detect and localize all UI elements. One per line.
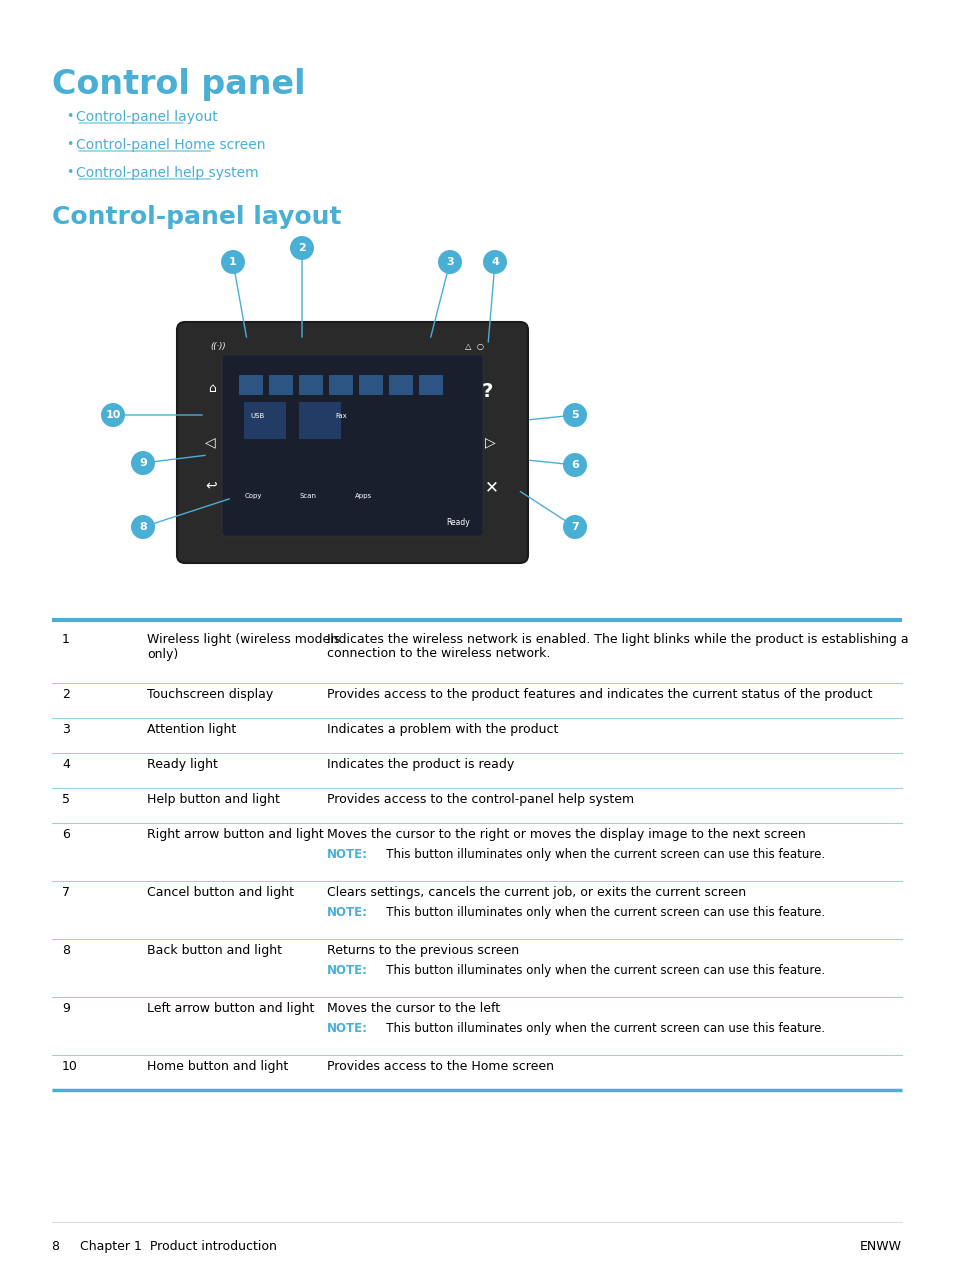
Text: Provides access to the Home screen: Provides access to the Home screen [327,1060,554,1073]
Text: Back button and light: Back button and light [147,944,282,958]
FancyBboxPatch shape [329,375,353,395]
Text: Moves the cursor to the left: Moves the cursor to the left [327,1002,499,1015]
Text: NOTE:: NOTE: [327,964,368,977]
Text: 8: 8 [62,944,70,958]
Text: Ready: Ready [446,518,470,527]
Text: USB: USB [250,413,264,419]
Text: This button illuminates only when the current screen can use this feature.: This button illuminates only when the cu… [375,906,824,919]
Text: •: • [66,166,73,179]
Text: 1: 1 [62,632,70,646]
FancyBboxPatch shape [298,375,323,395]
Text: This button illuminates only when the current screen can use this feature.: This button illuminates only when the cu… [375,964,824,977]
Circle shape [437,250,461,274]
Text: Cancel button and light: Cancel button and light [147,886,294,899]
Circle shape [131,451,154,475]
Text: Touchscreen display: Touchscreen display [147,688,273,701]
Text: Ready light: Ready light [147,758,217,771]
Text: 7: 7 [571,522,578,532]
Text: Indicates the product is ready: Indicates the product is ready [327,758,514,771]
Circle shape [562,403,586,427]
Text: •: • [66,138,73,151]
Text: Scan: Scan [299,493,316,499]
Text: Attention light: Attention light [147,723,236,737]
Text: Provides access to the product features and indicates the current status of the : Provides access to the product features … [327,688,872,701]
Text: ◁: ◁ [205,436,215,450]
Text: NOTE:: NOTE: [327,1022,368,1035]
Circle shape [101,403,125,427]
Text: 5: 5 [62,792,70,806]
Text: 4: 4 [62,758,70,771]
FancyBboxPatch shape [269,375,293,395]
Text: ENWW: ENWW [859,1240,901,1253]
Text: ⌂: ⌂ [208,382,215,395]
Text: 9: 9 [139,458,147,469]
Circle shape [290,236,314,260]
Text: 10: 10 [105,410,121,420]
FancyBboxPatch shape [418,375,442,395]
Text: Returns to the previous screen: Returns to the previous screen [327,944,518,958]
FancyBboxPatch shape [358,375,382,395]
Text: Fax: Fax [335,413,346,419]
FancyBboxPatch shape [298,403,340,439]
Text: 2: 2 [62,688,70,701]
Text: Moves the cursor to the right or moves the display image to the next screen: Moves the cursor to the right or moves t… [327,828,805,841]
Text: △  ○: △ ○ [464,342,483,351]
Circle shape [562,453,586,478]
FancyBboxPatch shape [222,356,482,536]
Text: 6: 6 [571,460,578,470]
Text: 1: 1 [229,257,236,267]
Text: Control-panel Home screen: Control-panel Home screen [76,138,265,152]
Text: Clears settings, cancels the current job, or exits the current screen: Clears settings, cancels the current job… [327,886,745,899]
Text: 8: 8 [139,522,147,532]
Text: Indicates a problem with the product: Indicates a problem with the product [327,723,558,737]
Text: Copy: Copy [245,493,262,499]
Text: 8     Chapter 1  Product introduction: 8 Chapter 1 Product introduction [52,1240,276,1253]
Text: Control-panel layout: Control-panel layout [76,110,217,124]
Text: ▷: ▷ [484,436,496,450]
Text: •: • [66,110,73,123]
Text: 3: 3 [62,723,70,737]
FancyBboxPatch shape [177,323,527,563]
Text: Apps: Apps [355,493,372,499]
Text: Control-panel help system: Control-panel help system [76,166,258,180]
Text: ↩: ↩ [205,478,216,491]
Text: Help button and light: Help button and light [147,792,279,806]
Text: Indicates the wireless network is enabled. The light blinks while the product is: Indicates the wireless network is enable… [327,632,907,646]
Text: 2: 2 [297,243,306,253]
FancyBboxPatch shape [389,375,413,395]
Text: 4: 4 [491,257,498,267]
Text: Left arrow button and light: Left arrow button and light [147,1002,314,1015]
Text: Control-panel layout: Control-panel layout [52,204,341,229]
Circle shape [482,250,506,274]
Text: NOTE:: NOTE: [327,906,368,919]
Text: Home button and light: Home button and light [147,1060,288,1073]
Text: 9: 9 [62,1002,70,1015]
Text: Right arrow button and light: Right arrow button and light [147,828,323,841]
FancyBboxPatch shape [244,403,286,439]
Text: NOTE:: NOTE: [327,848,368,861]
Text: 6: 6 [62,828,70,841]
Text: ((·)): ((·)) [210,342,226,351]
Text: Provides access to the control-panel help system: Provides access to the control-panel hel… [327,792,634,806]
Text: Control panel: Control panel [52,69,305,102]
Text: 3: 3 [446,257,454,267]
Circle shape [562,516,586,538]
Text: This button illuminates only when the current screen can use this feature.: This button illuminates only when the cu… [375,1022,824,1035]
Text: 5: 5 [571,410,578,420]
Text: This button illuminates only when the current screen can use this feature.: This button illuminates only when the cu… [375,848,824,861]
Text: ?: ? [481,382,493,401]
FancyBboxPatch shape [239,375,263,395]
Text: connection to the wireless network.: connection to the wireless network. [327,646,550,660]
Circle shape [221,250,245,274]
Text: 7: 7 [62,886,70,899]
Text: 10: 10 [62,1060,78,1073]
Circle shape [131,516,154,538]
Text: Wireless light (wireless models
only): Wireless light (wireless models only) [147,632,340,660]
Text: ✕: ✕ [484,478,498,497]
